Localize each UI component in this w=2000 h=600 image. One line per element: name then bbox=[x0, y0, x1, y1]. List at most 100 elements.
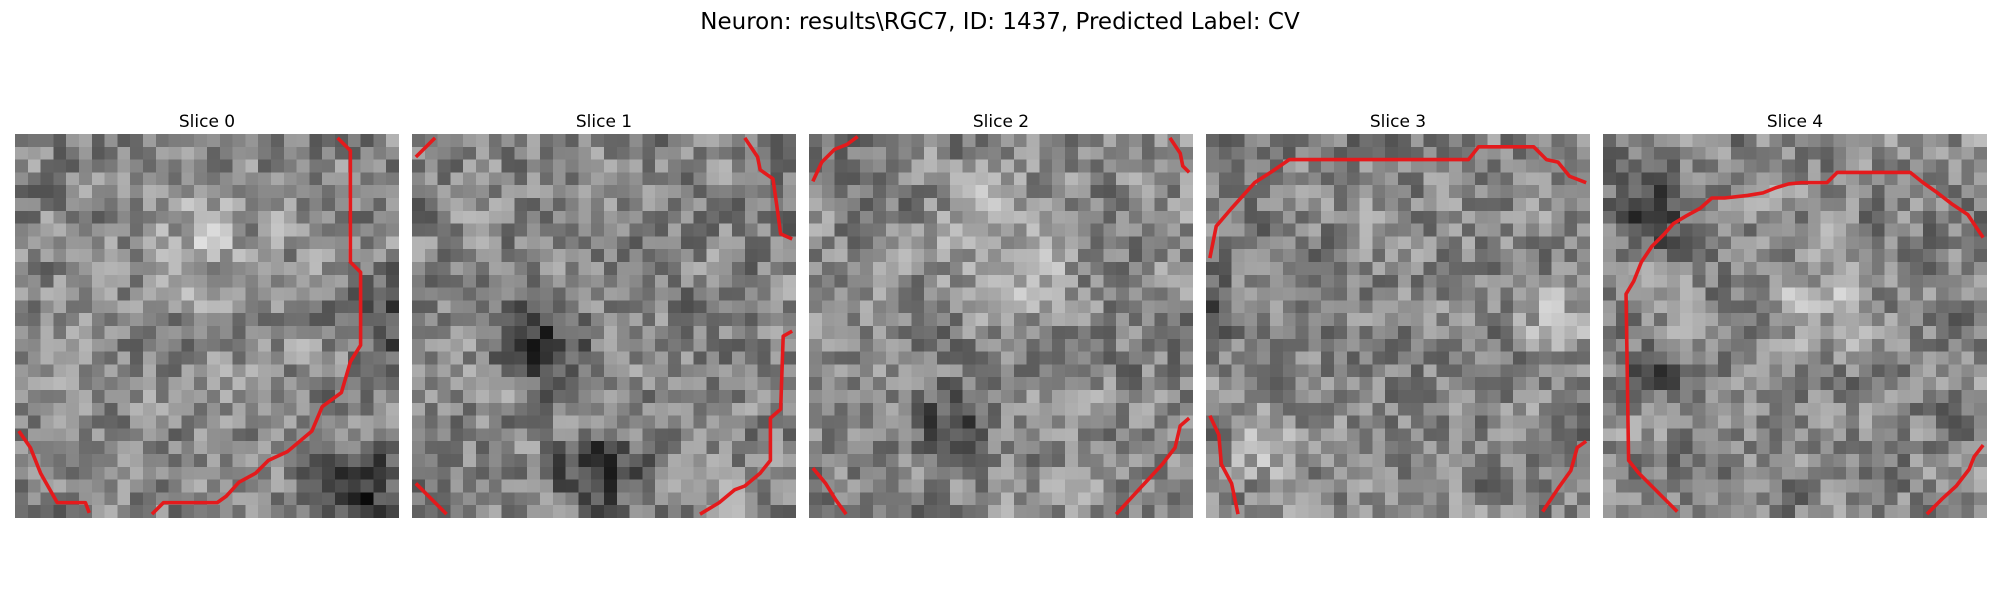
pixel-cell bbox=[668, 338, 682, 352]
pixel-cell bbox=[809, 210, 823, 224]
pixel-cell bbox=[194, 454, 208, 468]
pixel-cell bbox=[1667, 338, 1681, 352]
pixel-cell bbox=[1295, 441, 1309, 455]
pixel-cell bbox=[1935, 172, 1949, 186]
pixel-cell bbox=[424, 159, 438, 173]
pixel-cell bbox=[1615, 210, 1629, 224]
pixel-cell bbox=[1974, 479, 1987, 493]
pixel-cell bbox=[937, 505, 951, 518]
pixel-cell bbox=[1667, 287, 1681, 301]
pixel-cell bbox=[1564, 377, 1578, 391]
pixel-cell bbox=[296, 326, 310, 340]
pixel-cell bbox=[1718, 466, 1732, 480]
pixel-cell bbox=[79, 210, 93, 224]
pixel-cell bbox=[1270, 441, 1284, 455]
pixel-cell bbox=[744, 236, 758, 250]
pixel-cell bbox=[1782, 185, 1796, 199]
pixel-cell bbox=[1359, 326, 1373, 340]
pixel-cell bbox=[309, 134, 323, 148]
pixel-cell bbox=[1923, 236, 1937, 250]
pixel-cell bbox=[962, 274, 976, 288]
pixel-cell bbox=[1935, 146, 1949, 160]
pixel-cell bbox=[578, 402, 592, 416]
pixel-cell bbox=[1718, 390, 1732, 404]
pixel-cell bbox=[1282, 313, 1296, 327]
pixel-cell bbox=[91, 185, 105, 199]
pixel-cell bbox=[91, 454, 105, 468]
pixel-cell bbox=[514, 326, 528, 340]
pixel-cell bbox=[143, 313, 157, 327]
pixel-cell bbox=[898, 249, 912, 263]
pixel-cell bbox=[27, 274, 41, 288]
pixel-cell bbox=[616, 210, 630, 224]
pixel-cell bbox=[335, 505, 349, 518]
pixel-cell bbox=[1487, 300, 1501, 314]
pixel-cell bbox=[873, 428, 887, 442]
pixel-cell bbox=[1718, 210, 1732, 224]
pixel-cell bbox=[1462, 185, 1476, 199]
pixel-cell bbox=[655, 262, 669, 276]
pixel-cell bbox=[501, 146, 515, 160]
pixel-cell bbox=[1001, 249, 1015, 263]
pixel-cell bbox=[629, 262, 643, 276]
pixel-cell bbox=[1705, 300, 1719, 314]
pixel-cell bbox=[1436, 146, 1450, 160]
pixel-cell bbox=[40, 262, 54, 276]
pixel-cell bbox=[1859, 402, 1873, 416]
pixel-cell bbox=[1346, 441, 1360, 455]
pixel-cell bbox=[1244, 505, 1258, 518]
pixel-cell bbox=[258, 300, 272, 314]
pixel-cell bbox=[757, 351, 771, 365]
pixel-cell bbox=[66, 262, 80, 276]
pixel-cell bbox=[1526, 313, 1540, 327]
pixel-cell bbox=[1077, 428, 1091, 442]
pixel-cell bbox=[104, 236, 118, 250]
pixel-cell bbox=[1052, 210, 1066, 224]
pixel-cell bbox=[1923, 172, 1937, 186]
pixel-cell bbox=[911, 402, 925, 416]
pixel-cell bbox=[130, 377, 144, 391]
pixel-cell bbox=[104, 441, 118, 455]
pixel-cell bbox=[706, 172, 720, 186]
pixel-cell bbox=[949, 441, 963, 455]
pixel-cell bbox=[616, 454, 630, 468]
pixel-cell bbox=[1743, 492, 1757, 506]
pixel-cell bbox=[540, 492, 554, 506]
pixel-cell bbox=[283, 159, 297, 173]
pixel-cell bbox=[1731, 479, 1745, 493]
pixel-cell bbox=[155, 326, 169, 340]
pixel-cell bbox=[1257, 351, 1271, 365]
pixel-cell bbox=[962, 466, 976, 480]
pixel-cell bbox=[1551, 390, 1565, 404]
pixel-cell bbox=[386, 326, 399, 340]
pixel-cell bbox=[424, 505, 438, 518]
pixel-cell bbox=[847, 390, 861, 404]
pixel-cell bbox=[463, 223, 477, 237]
pixel-cell bbox=[1167, 274, 1181, 288]
pixel-cell bbox=[296, 287, 310, 301]
pixel-cell bbox=[347, 313, 361, 327]
pixel-cell bbox=[732, 274, 746, 288]
pixel-cell bbox=[1116, 377, 1130, 391]
pixel-cell bbox=[1795, 351, 1809, 365]
pixel-cell bbox=[271, 377, 285, 391]
pixel-cell bbox=[783, 390, 796, 404]
pixel-cell bbox=[450, 300, 464, 314]
pixel-cell bbox=[885, 172, 899, 186]
pixel-cell bbox=[1513, 351, 1527, 365]
pixel-cell bbox=[591, 479, 605, 493]
pixel-cell bbox=[1577, 479, 1590, 493]
pixel-cell bbox=[1577, 223, 1590, 237]
pixel-cell bbox=[1321, 274, 1335, 288]
pixel-cell bbox=[1820, 390, 1834, 404]
pixel-cell bbox=[949, 185, 963, 199]
pixel-cell bbox=[501, 326, 515, 340]
pixel-cell bbox=[245, 364, 259, 378]
pixel-cell bbox=[194, 351, 208, 365]
pixel-cell bbox=[514, 198, 528, 212]
pixel-cell bbox=[66, 338, 80, 352]
pixel-cell bbox=[1795, 479, 1809, 493]
pixel-cell bbox=[1705, 351, 1719, 365]
pixel-cell bbox=[693, 172, 707, 186]
pixel-cell bbox=[1654, 390, 1668, 404]
